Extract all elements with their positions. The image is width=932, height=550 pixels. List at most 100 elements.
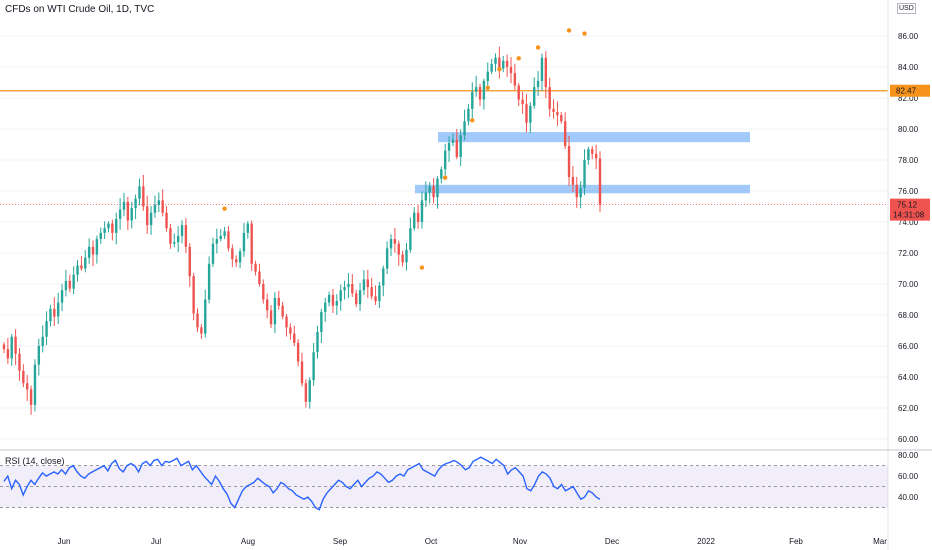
candle-body [87, 246, 91, 258]
candle-body [347, 284, 350, 288]
candle-body [540, 57, 544, 81]
candle-body [525, 104, 528, 123]
candle-body [405, 249, 408, 263]
candle-body [594, 153, 598, 159]
candle-body [227, 231, 230, 249]
candle-body [560, 115, 563, 122]
candle-body [351, 284, 354, 294]
candle-body [498, 57, 501, 69]
candle-body [176, 235, 180, 243]
candle-body [277, 297, 280, 306]
candle-body [300, 361, 304, 384]
candle-body [115, 218, 118, 233]
candle-body [165, 212, 168, 229]
y-tick-label: 84.00 [898, 63, 919, 72]
candle-body [324, 302, 327, 312]
currency-label[interactable]: USD [897, 3, 916, 14]
candle-body [563, 121, 567, 147]
candle-body [219, 235, 222, 240]
candle-body [33, 364, 37, 405]
candle-body [250, 223, 253, 264]
candle-body [60, 290, 64, 303]
candle-body [72, 274, 75, 289]
candle-body [509, 67, 513, 74]
candle-body [513, 73, 517, 86]
candle-body [389, 239, 393, 249]
candle-body [211, 243, 215, 264]
signal-dot [442, 175, 448, 180]
signal-dot [582, 31, 587, 36]
candle-body [397, 243, 400, 255]
candle-body [316, 332, 319, 353]
y-tick-label: 80.00 [898, 125, 919, 134]
signal-dot [419, 265, 425, 270]
candle-body [45, 321, 48, 337]
candle-body [459, 135, 462, 157]
candle-body [95, 239, 99, 255]
x-tick-label: Sep [333, 537, 348, 546]
x-tick-label: Jul [151, 537, 161, 546]
candle-body [84, 257, 87, 269]
candle-body [529, 105, 532, 123]
level-label-text: 82.47 [896, 87, 917, 96]
candle-body [378, 285, 381, 302]
price-label-bg [890, 198, 930, 221]
candle-body [401, 254, 404, 263]
candle-body [157, 200, 161, 205]
candle-body [149, 212, 153, 226]
candle-body [56, 302, 60, 317]
candle-body [188, 246, 191, 277]
signal-dot [535, 45, 541, 50]
candle-body [111, 223, 114, 233]
rsi-tick-label: 80.00 [898, 451, 919, 460]
time-axis: Jun Jul Aug Sep Oct Nov Dec 2022 Feb Mar [58, 537, 888, 546]
candle-body [29, 389, 33, 405]
candle-body [238, 251, 242, 263]
candle-body [169, 228, 172, 244]
candle-body [26, 383, 29, 390]
signal-dot [222, 206, 227, 211]
candle-body [134, 198, 137, 209]
candle-body [2, 344, 6, 350]
candle-body [103, 228, 106, 233]
candle-body [436, 178, 439, 198]
candle-body [521, 99, 524, 105]
candle-body [6, 349, 10, 359]
candle-body [215, 239, 219, 244]
candle-body [420, 200, 424, 222]
candle-body [556, 111, 559, 116]
candle-body [424, 192, 428, 201]
candle-body [490, 63, 493, 72]
candle-body [200, 327, 203, 334]
signal-dot [566, 28, 572, 33]
candle-body [366, 279, 369, 288]
candle-body [14, 336, 17, 354]
candle-body [478, 87, 482, 100]
candle-body [64, 280, 68, 291]
candle-body [223, 231, 226, 236]
candle-body [517, 85, 520, 100]
candle-body [583, 160, 586, 188]
rsi-title: RSI (14, close) [5, 456, 65, 466]
y-tick-label: 62.00 [898, 404, 919, 413]
candle-body [49, 308, 52, 322]
candle-body [145, 206, 149, 226]
signal-dots [222, 28, 587, 270]
candle-body [285, 316, 288, 328]
candle-body [409, 228, 412, 250]
candle-body [242, 232, 246, 252]
x-tick-label: Aug [241, 537, 255, 546]
candle-body [118, 209, 122, 219]
candle-body [99, 232, 102, 240]
candle-body [293, 333, 296, 343]
candle-body [474, 87, 478, 92]
x-tick-label: Mar [873, 537, 887, 546]
candle-body [180, 225, 184, 236]
y-tick-label: 74.00 [898, 218, 919, 227]
candle-body [265, 299, 269, 311]
price-label-text: 75.12 [897, 201, 918, 210]
countdown-text: 14:31:08 [893, 211, 925, 220]
candle-body [354, 293, 358, 305]
